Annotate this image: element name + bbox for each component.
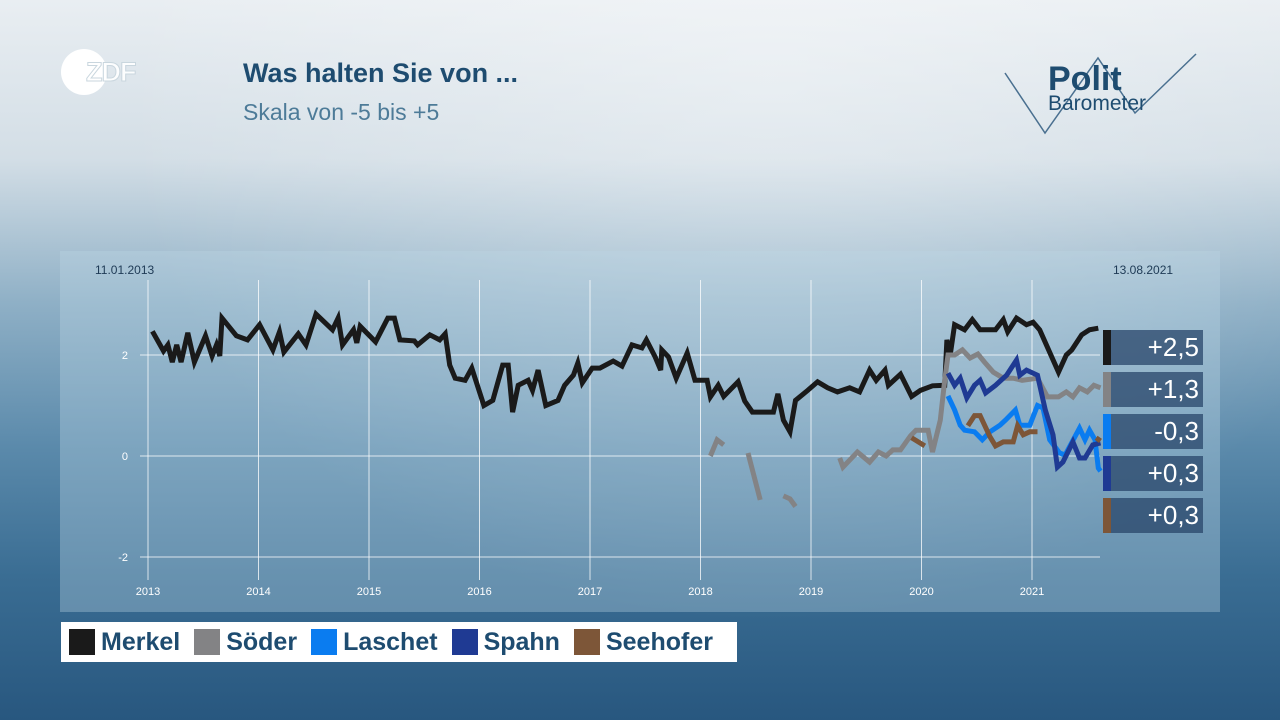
latest-value-seehofer: +0,3: [1103, 498, 1203, 533]
series-line-seehofer: [965, 413, 1038, 450]
series-color-bar: [1103, 456, 1111, 491]
x-tick-label: 2017: [578, 586, 602, 598]
series-line-laschet: [945, 394, 1103, 473]
latest-value-merkel: +2,5: [1103, 330, 1203, 365]
series-color-bar: [1103, 330, 1111, 365]
legend-swatch: [69, 629, 95, 655]
politbarometer-logo-polit: Polit: [1048, 60, 1122, 98]
series-line-seehofer: [910, 435, 927, 449]
series-color-bar: [1103, 498, 1111, 533]
x-tick-label: 2014: [246, 586, 270, 598]
zdf-logo-text: ZDF: [85, 57, 137, 88]
series-line-söder: [782, 493, 798, 508]
y-tick-label: 0: [122, 451, 128, 463]
legend-label: Söder: [226, 627, 298, 656]
series-color-bar: [1103, 372, 1111, 407]
legend-swatch: [311, 629, 338, 655]
legend-label: Laschet: [343, 627, 438, 656]
latest-value-laschet: -0,3: [1103, 414, 1203, 449]
latest-value-text: +2,5: [1147, 332, 1199, 362]
politbarometer-logo-barometer: Barometer: [1048, 92, 1147, 115]
series-line-seehofer: [1094, 435, 1102, 443]
legend-item-seehofer: Seehofer: [573, 627, 713, 657]
series-line-söder: [837, 346, 1102, 472]
legend-item-spahn: Spahn: [451, 627, 560, 657]
x-tick-label: 2020: [909, 586, 933, 598]
legend-label: Merkel: [101, 627, 181, 656]
x-tick-label: 2015: [357, 586, 381, 598]
latest-value-spahn: +0,3: [1103, 456, 1203, 491]
x-tick-label: 2019: [799, 586, 823, 598]
latest-value-text: +0,3: [1147, 458, 1199, 488]
y-tick-label: -2: [118, 552, 128, 564]
end-date-label: 13.08.2021: [1113, 263, 1174, 277]
legend-label: Spahn: [483, 627, 560, 656]
page-subtitle: Skala von -5 bis +5: [243, 99, 440, 125]
latest-value-text: -0,3: [1154, 416, 1199, 446]
page-title: Was halten Sie von ...: [243, 58, 519, 88]
series-color-bar: [1103, 414, 1111, 449]
latest-value-text: +1,3: [1147, 374, 1199, 404]
zdf-logo: [61, 49, 107, 95]
series-line-söder: [745, 452, 763, 501]
x-tick-label: 2021: [1020, 586, 1044, 598]
x-tick-label: 2016: [467, 586, 491, 598]
legend: Merkel Söder Laschet Spahn Seehofer: [61, 622, 737, 662]
series-line-spahn: [945, 353, 1102, 473]
x-tick-label: 2013: [136, 586, 160, 598]
legend-swatch: [194, 629, 221, 655]
legend-item-laschet: Laschet: [311, 627, 438, 657]
start-date-label: 11.01.2013: [95, 263, 155, 277]
y-tick-label: 2: [122, 350, 128, 362]
legend-swatch: [573, 629, 600, 655]
x-tick-label: 2018: [688, 586, 712, 598]
series-line-söder: [708, 435, 726, 457]
legend-item-söder: Söder: [194, 628, 297, 657]
latest-value-text: +0,3: [1147, 500, 1199, 530]
legend-item-merkel: Merkel: [69, 628, 180, 657]
legend-swatch: [451, 629, 478, 655]
legend-label: Seehofer: [605, 627, 713, 656]
latest-value-söder: +1,3: [1103, 372, 1203, 407]
